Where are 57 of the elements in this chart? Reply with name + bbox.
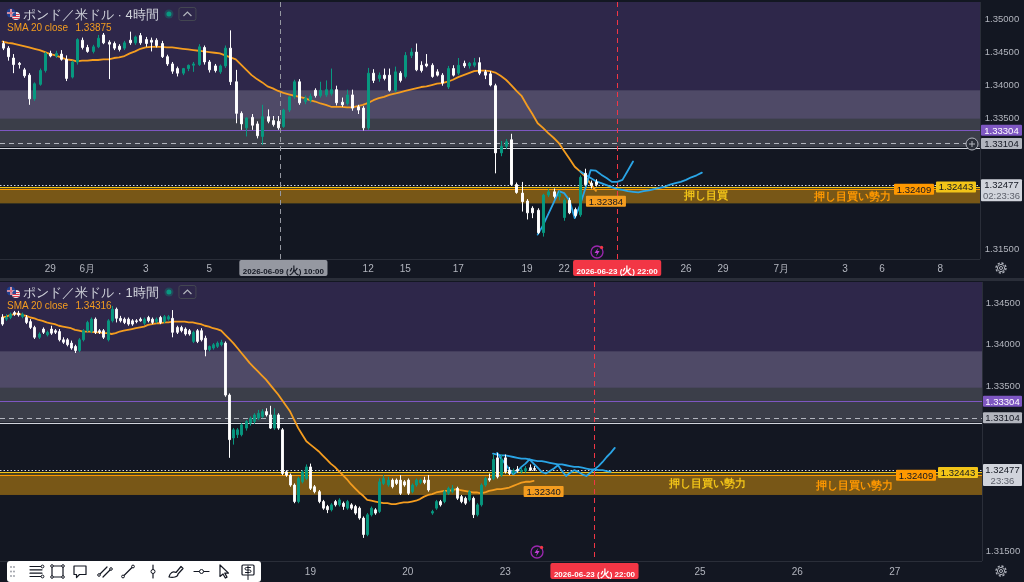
y-tick-label: 1.31500 [985,544,1021,556]
x-tick-label: 3 [842,262,849,274]
x-tick-label: 29 [717,262,730,274]
y-tick-label: 1.34500 [985,296,1021,308]
y-tick-label: 1.35000 [984,12,1020,24]
x-tick-label: 8 [937,262,944,274]
x-tick-label: 19 [304,565,317,577]
ref-line-label: 1.33104 [985,412,1020,424]
ref-line-label: 1.32443 [938,181,974,193]
x-tick-label: 26 [680,262,692,274]
ref-line-label: 1.32409 [898,469,934,481]
x-tick-label: 27 [889,565,901,577]
x-tick-label: 15 [399,262,412,274]
y-tick-label: 1.34000 [985,338,1021,350]
x-tick-label: 2026-06-23 (火) 22:00 [576,264,659,276]
series-label: SMA 20 close [7,300,69,311]
ref-line-label: 1.32443 [940,466,976,478]
text: 02:23:36 [983,190,1020,202]
x-tick-label: 20 [402,565,414,577]
x-tick-label: 6 [879,262,886,274]
x-tick-label: 2026-06-23 (火) 22:00 [553,567,636,579]
x-tick-label: 17 [452,262,465,274]
ref-line-label: 1.32477 [985,463,1020,475]
data-label: 1.32340 [526,485,561,497]
data-label: 1.32384 [588,195,624,207]
x-tick-label: 5 [206,262,213,274]
x-tick-label: 3 [142,262,149,274]
x-tick-label: 7月 [773,262,790,274]
x-tick-label: 23 [499,565,512,577]
y-tick-label: 1.34000 [984,78,1020,90]
y-tick-label: 1.31500 [984,243,1020,255]
x-tick-label: 2026-06-09 (火) 10:00 [242,264,325,276]
x-tick-label: 6月 [79,262,96,274]
y-tick-label: 1.33500 [984,111,1020,123]
y-tick-label: 1.33500 [985,379,1021,391]
x-tick-label: 19 [521,262,534,274]
band-label: 押し目買い勢力 [814,478,893,491]
ref-line-label: 1.33104 [984,137,1019,149]
band-label: 押し目買 [682,188,728,201]
ref-line-label: 1.32477 [984,179,1019,191]
ref-line-label: 1.32409 [896,183,932,195]
band-label: 押し目買い勢力 [813,189,892,202]
series-label: SMA 20 close [7,22,69,33]
x-tick-label: 25 [694,565,706,577]
annotation: 1.33875 [75,22,113,33]
y-tick-label: 1.34500 [984,45,1020,57]
x-tick-label: 12 [362,262,375,274]
x-tick-label: 26 [791,565,804,577]
band-label: 押し目買い勢力 [667,477,746,490]
chart-title: ポンド／米ドル · 1時間 [23,284,159,300]
ref-line-label: 1.33304 [984,124,1019,136]
x-tick-label: 29 [44,262,57,274]
annotation: 1.34316 [75,300,113,311]
chart-title: ポンド／米ドル · 4時間 [23,6,159,22]
ref-line-label: 1.33304 [985,395,1020,407]
x-tick-label: 22 [558,262,571,274]
text: 23:36 [990,474,1015,486]
